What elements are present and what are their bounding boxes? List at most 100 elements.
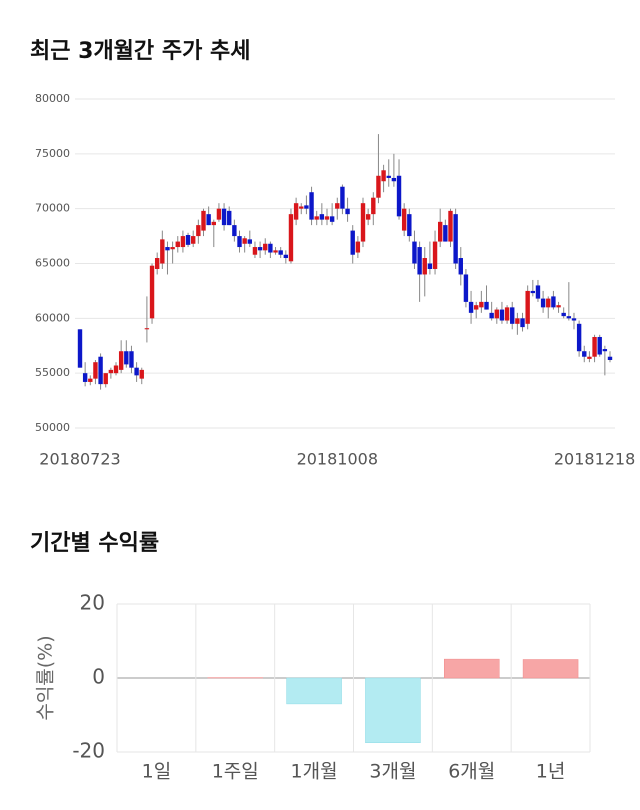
candle-body [494,309,499,319]
candle-body [453,214,458,264]
candle-body [571,318,577,321]
candle-body [93,362,98,379]
candle-body [98,356,103,385]
candle-body [144,328,150,330]
candle-body [237,236,242,248]
candle-body [407,214,412,237]
candle-body [530,290,536,294]
candle-body [546,298,551,308]
bar [444,658,500,679]
x-tick-label: 1년 [536,761,566,783]
candle-body [597,336,602,355]
y-tick-label: 65000 [35,257,70,270]
candle-body [329,216,335,222]
candle-body [103,373,108,385]
candle-body [206,214,211,226]
candle-body [535,285,541,299]
bar [365,677,421,743]
candle-body [515,318,520,324]
y-tick-label: -20 [72,739,105,763]
candle-body [566,316,572,319]
y-tick-label: 80000 [35,92,70,105]
candle-body [463,274,469,302]
candle-body [113,365,119,374]
candle-body [268,243,273,253]
candle-body [82,373,88,382]
candle-body [88,378,93,382]
y-tick-label: 55000 [35,366,70,379]
candle-body [139,369,144,379]
candle-body [360,203,366,242]
candle-body [396,175,402,217]
candle-body [191,236,196,244]
candle-body [417,247,422,275]
candle-body [556,305,561,308]
candle-body [376,175,381,198]
candle-body [520,318,525,328]
candle-body [582,351,587,357]
candle-body [185,234,191,245]
candle-body [345,208,350,215]
candle-body [448,210,453,242]
candle-body [165,247,170,251]
candle-body [561,312,566,317]
candle-body [324,216,330,220]
candle-body [242,238,247,244]
candle-body [391,177,397,182]
candle-body [293,203,299,220]
y-tick-label: 20 [80,591,105,615]
candle-body [427,263,433,269]
candle-body [422,258,427,275]
candle-body [77,329,83,368]
candle-body [124,351,129,365]
y-tick-label: 0 [92,665,105,689]
candle-body [432,241,438,269]
chart-title: 최근 3개월간 주가 추세 [30,39,250,64]
candle-body [525,290,530,324]
y-tick-label: 75000 [35,147,70,160]
candle-body [227,210,232,226]
y-tick-label: 60000 [35,311,70,324]
y-axis-title: 수익률(%) [35,635,57,720]
candle-body [273,250,278,253]
x-tick-label: 6개월 [448,761,495,783]
x-tick-label: 1개월 [291,761,338,783]
candle-body [468,301,474,313]
candle-body [443,225,448,242]
candle-body [386,175,391,178]
x-tick-label: 20181218 [554,450,635,469]
candle-body [479,301,484,308]
candle-body [108,369,114,374]
candle-body [499,309,505,321]
candle-body [283,254,289,259]
candle-body [510,307,515,324]
candle-body [160,239,165,264]
candle-body [602,349,608,352]
candle-body [201,210,206,231]
candle-body [211,221,216,226]
candle-body [350,230,355,255]
candle-body [607,356,613,361]
candle-body [288,214,294,262]
candle-body [278,250,283,255]
candle-body [304,205,309,209]
candle-body [216,208,222,220]
candle-body [401,208,407,231]
candle-body [381,170,386,182]
candle-body [474,305,479,310]
x-tick-label: 1주일 [212,761,259,783]
candle-body [484,301,489,310]
candle-body [319,214,325,220]
chart-title: 기간별 수익률 [30,531,159,556]
candle-body [576,323,582,352]
candle-body [592,336,597,357]
candle-body [309,192,314,220]
candle-body [587,356,592,359]
candle-body [365,214,371,220]
candle-body [170,247,175,250]
bar [286,677,342,705]
candle-body [232,225,237,237]
candle-body [504,307,510,321]
x-tick-label: 3개월 [369,761,416,783]
